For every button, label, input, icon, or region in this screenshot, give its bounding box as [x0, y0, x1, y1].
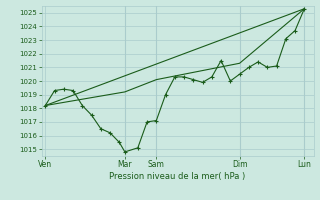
X-axis label: Pression niveau de la mer( hPa ): Pression niveau de la mer( hPa ) [109, 172, 246, 181]
